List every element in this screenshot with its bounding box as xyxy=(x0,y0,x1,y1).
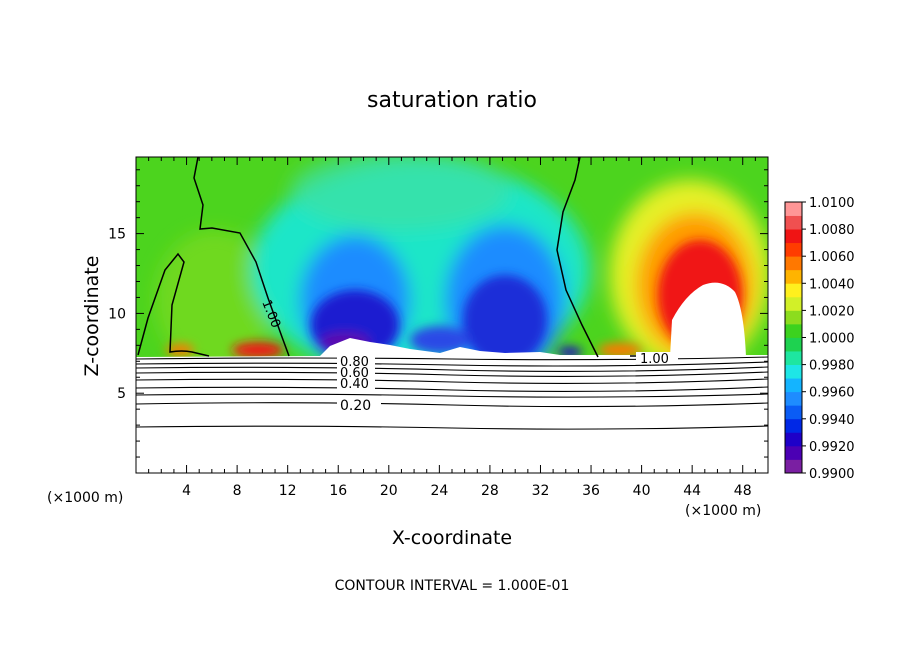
colorbar-tick-label: 0.9960 xyxy=(809,386,855,401)
contour-1.00-a xyxy=(193,157,290,357)
x-tick-label: 12 xyxy=(279,483,297,499)
colorbar: 0.9900 0.9920 0.9940 0.9960 0.9980 1.0000 1.00… xyxy=(784,196,855,482)
colorbar-swatch xyxy=(785,405,802,420)
contour-label-0.80: 0.80 xyxy=(340,355,369,370)
contour-line xyxy=(136,393,768,398)
contour-line xyxy=(136,366,768,372)
chart-title: saturation ratio xyxy=(367,88,537,113)
x-tick-label: 32 xyxy=(532,483,550,499)
colorbar-swatch xyxy=(785,296,802,311)
contour-1.00-c xyxy=(556,157,599,358)
field-dip-mid xyxy=(410,326,470,354)
colorbar-swatch xyxy=(785,378,802,393)
field-surface-max-1 xyxy=(166,344,194,356)
x-tick-label: 8 xyxy=(233,483,242,499)
colorbar-swatch xyxy=(785,269,802,284)
x-tick-label: 4 xyxy=(182,483,191,499)
x-tick-label: 48 xyxy=(734,483,752,499)
contour-line xyxy=(136,402,768,408)
contour-1.00-b xyxy=(137,252,210,357)
x-tick-label: 36 xyxy=(582,483,600,499)
colorbar-swatch xyxy=(785,310,802,325)
colorbar-tick-label: 0.9940 xyxy=(809,413,855,428)
x-unit-label-left: (×1000 m) xyxy=(47,490,124,506)
contour-line xyxy=(136,371,768,377)
x-tick-label: 16 xyxy=(329,483,347,499)
contours-1.00 xyxy=(137,157,660,358)
colorbar-tick-label: 1.0020 xyxy=(809,304,855,319)
contour-label-1.00-b: 1.00 xyxy=(640,352,669,367)
x-tick-label: 28 xyxy=(481,483,499,499)
x-axis-ticks: 4 8 12 16 20 24 28 32 36 40 44 48 xyxy=(148,157,756,499)
contour-line xyxy=(136,386,768,392)
colorbar-swatch xyxy=(785,391,802,406)
contour-label-0.60: 0.60 xyxy=(340,366,369,381)
colorbar-swatch xyxy=(785,351,802,365)
colorbar-tick-label: 0.9980 xyxy=(809,359,855,374)
colorbar-swatch xyxy=(785,256,802,271)
y-axis-ticks: 5 10 15 xyxy=(108,169,768,458)
contours-lower xyxy=(136,356,768,430)
x-unit-label-right: (×1000 m) xyxy=(685,503,762,519)
contour-line xyxy=(136,425,768,430)
contour-interval-note: CONTOUR INTERVAL = 1.000E-01 xyxy=(334,578,570,594)
field-cyan-top xyxy=(290,157,510,230)
colorbar-swatch xyxy=(785,202,802,216)
field-white-hole xyxy=(670,282,746,357)
colorbar-swatch xyxy=(785,283,802,298)
colorbar-swatch xyxy=(785,364,802,379)
colorbar-swatch xyxy=(785,432,802,447)
x-tick-label: 40 xyxy=(633,483,651,499)
colorbar-tick-label: 1.0000 xyxy=(809,332,855,347)
x-tick-label: 20 xyxy=(380,483,398,499)
x-tick-label: 44 xyxy=(683,483,701,499)
colorbar-swatch xyxy=(785,337,802,352)
field-surface-min xyxy=(558,347,582,357)
field-light-green-left xyxy=(155,230,275,370)
y-tick-label: 15 xyxy=(108,227,126,243)
field-surface-max-2 xyxy=(232,342,284,358)
field-dip-right xyxy=(463,275,547,365)
x-tick-label: 24 xyxy=(430,483,448,499)
x-axis-label: X-coordinate xyxy=(391,527,513,549)
colorbar-swatch xyxy=(785,215,802,230)
colorbar-swatch xyxy=(785,242,802,257)
colorbar-tick-label: 0.9920 xyxy=(809,440,855,455)
heatmap-field xyxy=(136,157,768,473)
colorbar-swatch xyxy=(785,323,802,338)
colorbar-tick-label: 1.0100 xyxy=(809,196,855,211)
contour-label-knockouts xyxy=(337,352,678,412)
colorbar-swatch xyxy=(785,418,802,433)
field-surface-max-3 xyxy=(598,343,642,357)
y-tick-label: 10 xyxy=(108,306,126,322)
colorbar-swatch xyxy=(785,459,802,474)
contour-line xyxy=(136,361,768,367)
contour-label-0.20: 0.20 xyxy=(340,398,371,414)
colorbar-tick-label: 1.0040 xyxy=(809,277,855,292)
contour-line xyxy=(136,378,768,384)
colorbar-tick-label: 0.9900 xyxy=(809,467,855,482)
colorbar-tick-label: 1.0080 xyxy=(809,223,855,238)
colorbar-tick-label: 1.0060 xyxy=(809,250,855,265)
contour-label-0.40: 0.40 xyxy=(340,377,369,392)
y-tick-label: 5 xyxy=(117,386,126,402)
y-axis-label: Z-coordinate xyxy=(81,255,103,377)
colorbar-swatch xyxy=(785,445,802,460)
colorbar-swatch xyxy=(785,229,802,244)
